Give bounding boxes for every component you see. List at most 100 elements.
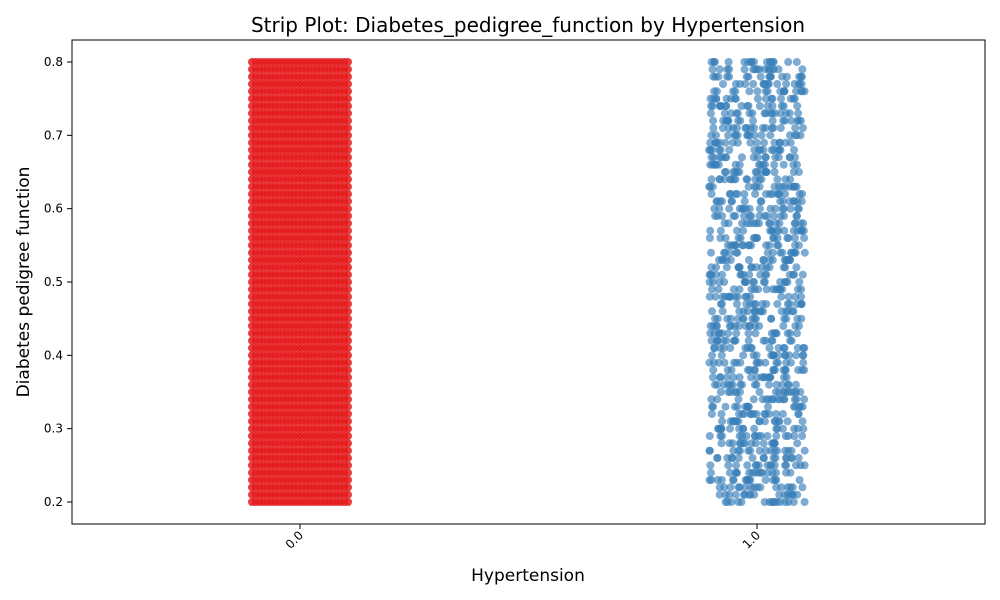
point (714, 358, 723, 367)
point (736, 358, 745, 367)
point (715, 278, 724, 286)
point (727, 454, 736, 462)
point (744, 336, 753, 345)
point (772, 483, 781, 492)
point (770, 109, 779, 118)
point (705, 292, 714, 301)
point (344, 476, 352, 484)
y-axis: 0.2 0.3 0.4 0.5 0.6 0.7 0.8 (44, 55, 72, 509)
point (728, 439, 737, 448)
point (751, 175, 760, 184)
point (758, 263, 767, 272)
plot-area (71, 39, 986, 525)
point (739, 314, 748, 323)
point (726, 483, 735, 492)
point (777, 292, 786, 301)
point (344, 490, 352, 499)
point (717, 300, 726, 308)
point (344, 461, 352, 470)
point (791, 124, 800, 132)
point (793, 439, 802, 448)
point (736, 388, 744, 396)
point (781, 446, 790, 455)
point (344, 336, 352, 345)
point (705, 446, 714, 455)
point (715, 483, 724, 492)
point (782, 72, 791, 81)
point (780, 87, 789, 96)
point (753, 94, 762, 103)
point (344, 65, 352, 74)
point (344, 197, 352, 206)
point (731, 490, 740, 499)
point (720, 109, 729, 118)
point (786, 131, 794, 140)
point (344, 329, 352, 338)
point (768, 116, 777, 125)
point (761, 80, 770, 88)
point (794, 168, 803, 176)
point (755, 160, 763, 169)
point (791, 219, 800, 228)
point (344, 124, 352, 132)
point (712, 197, 721, 206)
point (344, 241, 352, 250)
point (779, 160, 788, 169)
point (759, 439, 768, 448)
point (780, 314, 789, 323)
point (750, 146, 759, 154)
point (754, 468, 762, 477)
point (766, 204, 775, 213)
point (736, 380, 745, 389)
point (768, 248, 777, 257)
point (732, 329, 741, 338)
x-tick-label: 0.0 (283, 528, 306, 551)
point (718, 307, 727, 316)
point (790, 248, 799, 257)
point (344, 204, 352, 213)
point (750, 278, 758, 286)
point (779, 116, 788, 125)
point (739, 424, 748, 433)
point (792, 58, 801, 66)
point (761, 410, 770, 418)
point (344, 366, 352, 374)
point (751, 329, 760, 338)
point (757, 307, 766, 316)
point (795, 278, 804, 286)
point (747, 439, 756, 448)
point (763, 212, 771, 220)
point (780, 278, 789, 286)
point (790, 432, 799, 440)
point (779, 322, 788, 330)
point (731, 131, 740, 140)
point (715, 490, 724, 499)
point (765, 380, 773, 389)
point (778, 182, 787, 191)
point (344, 219, 352, 228)
point (716, 388, 725, 396)
point (750, 58, 758, 66)
point (761, 124, 770, 132)
point (740, 65, 749, 74)
point (344, 417, 352, 426)
point (750, 124, 759, 132)
point (344, 351, 352, 360)
point (344, 344, 352, 352)
point (725, 72, 734, 81)
point (797, 285, 806, 294)
point (769, 234, 778, 242)
point (718, 197, 726, 206)
point (762, 241, 771, 250)
point (736, 116, 745, 125)
point (797, 300, 806, 308)
point (752, 182, 761, 191)
point (789, 160, 798, 169)
point (751, 190, 760, 198)
point (712, 87, 721, 96)
point (757, 131, 766, 140)
point (780, 226, 789, 235)
point (800, 248, 809, 257)
point (762, 168, 771, 176)
point (708, 307, 716, 316)
